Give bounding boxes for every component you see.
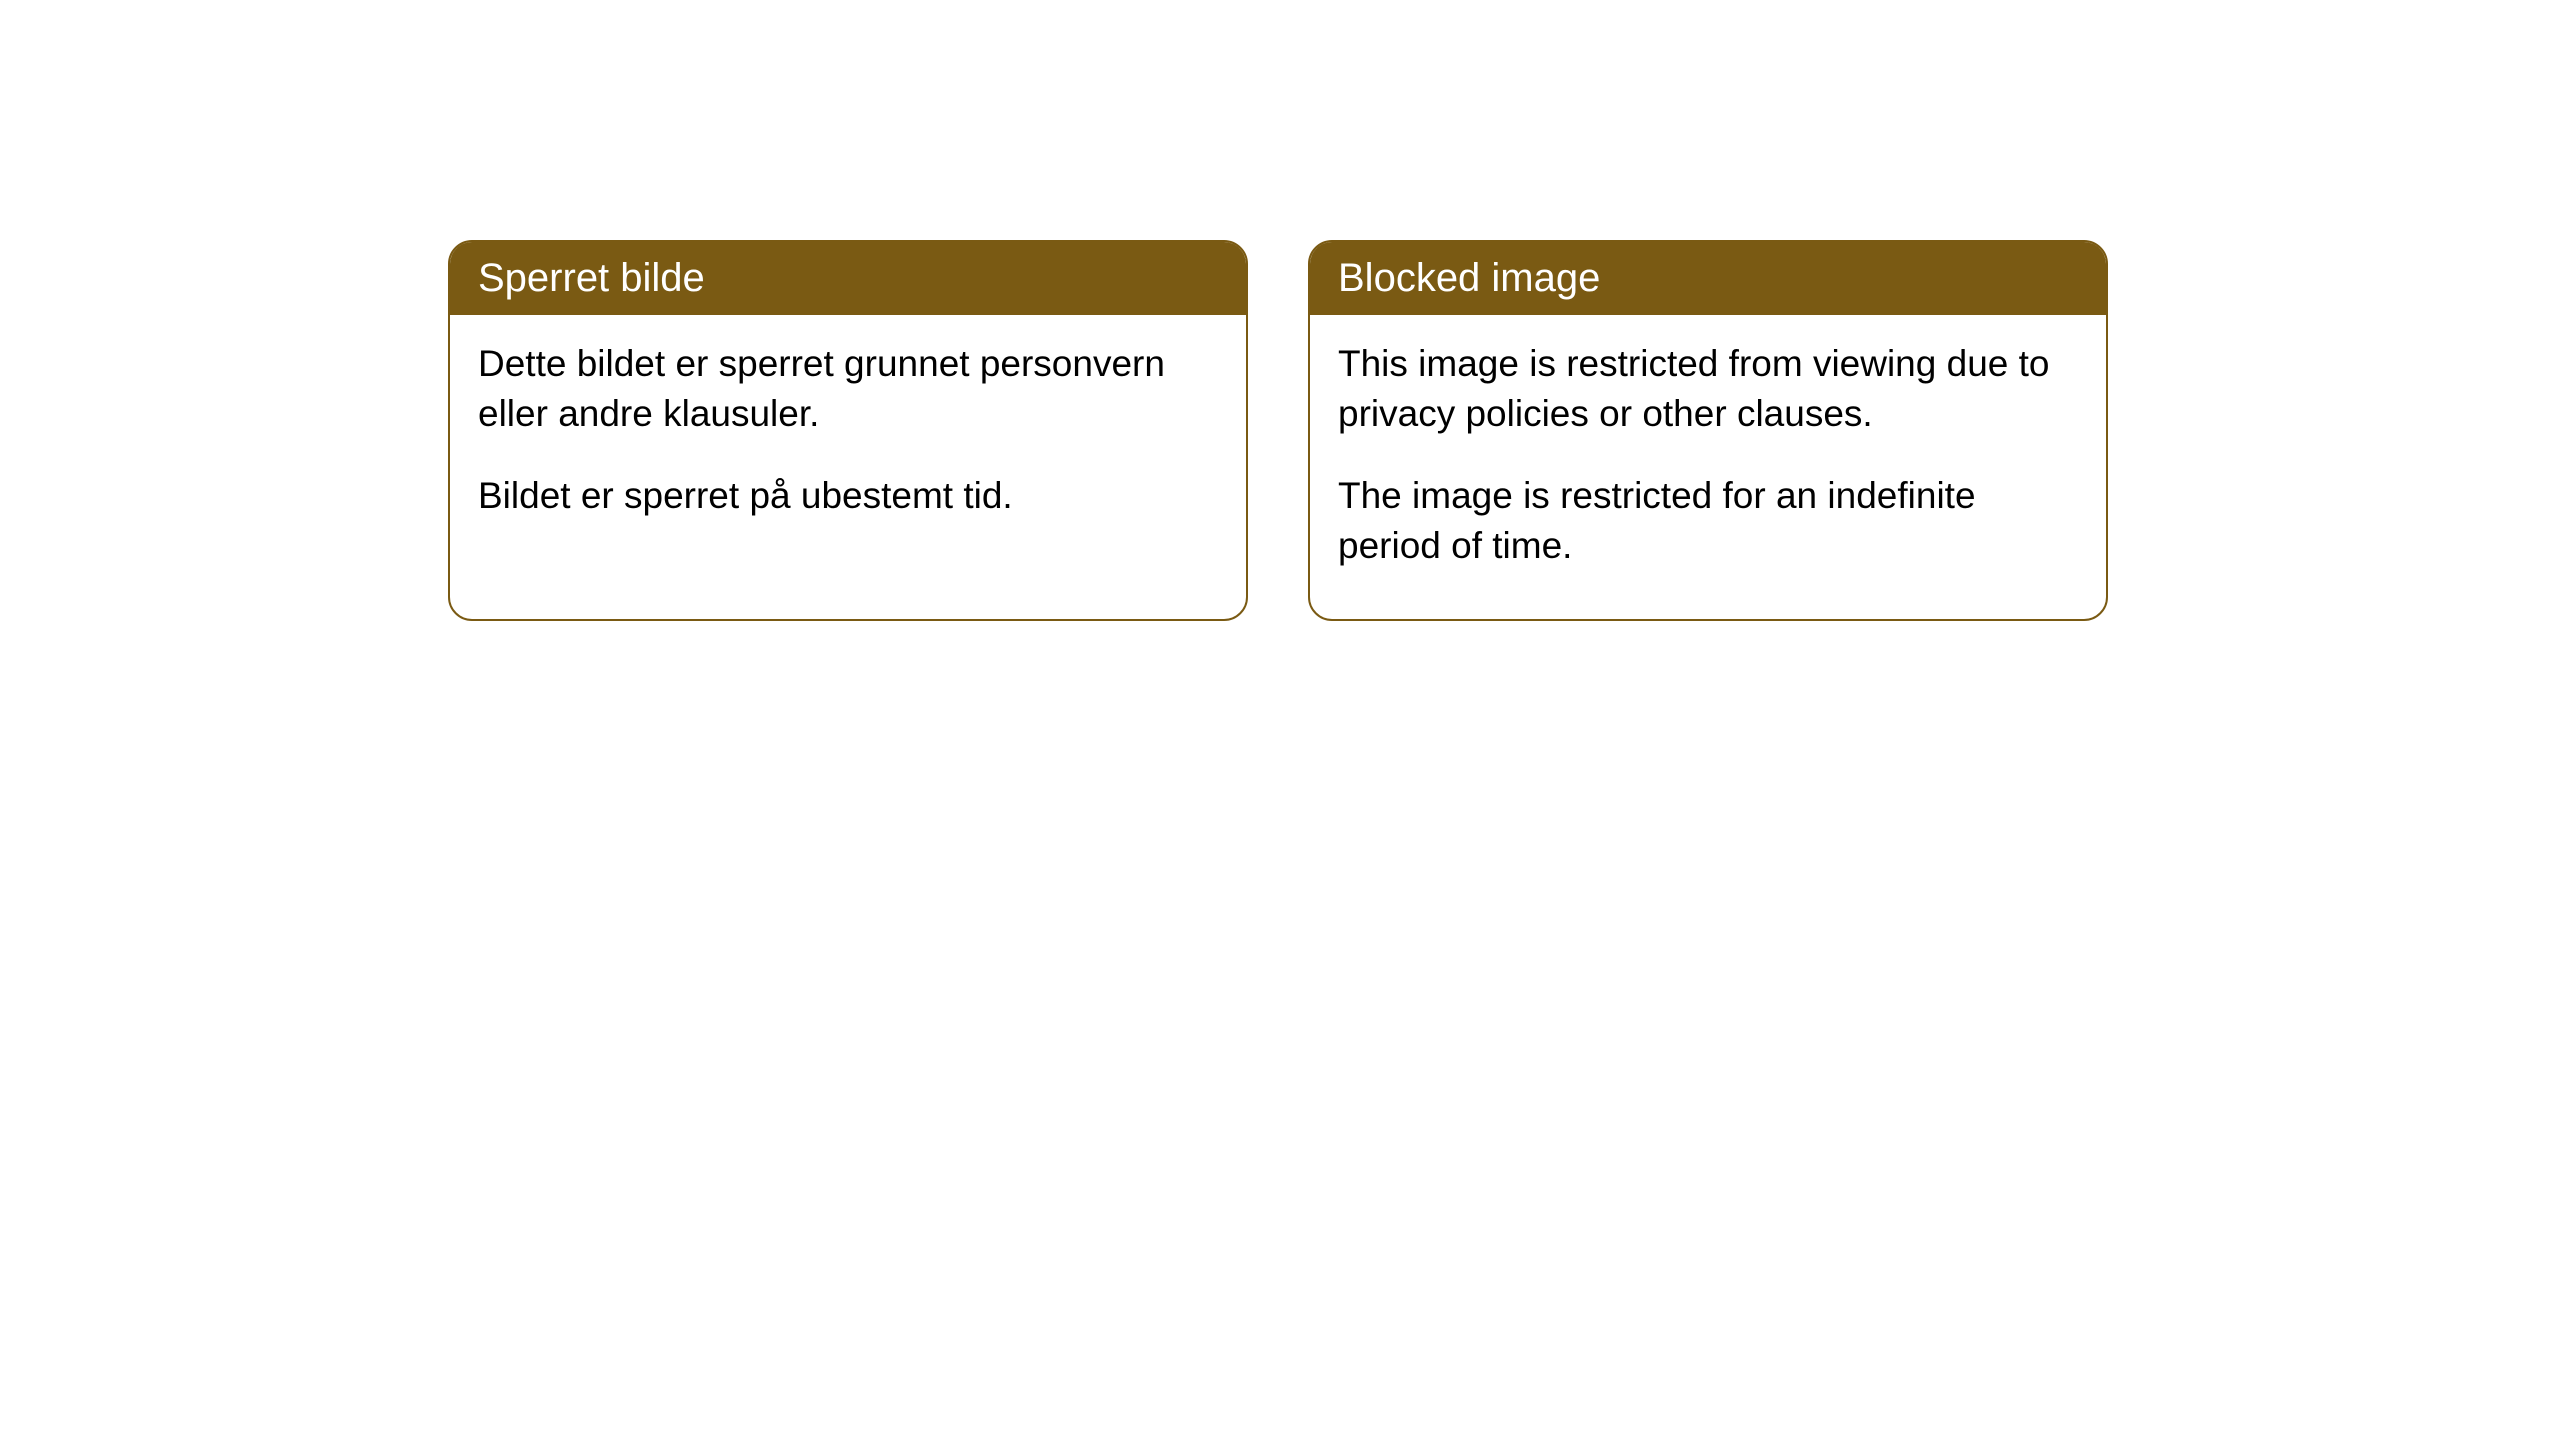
card-paragraph: The image is restricted for an indefinit… bbox=[1338, 471, 2078, 571]
blocked-image-card-english: Blocked image This image is restricted f… bbox=[1308, 240, 2108, 621]
card-header: Sperret bilde bbox=[450, 242, 1246, 315]
card-paragraph: This image is restricted from viewing du… bbox=[1338, 339, 2078, 439]
card-title: Sperret bilde bbox=[478, 256, 705, 300]
card-paragraph: Bildet er sperret på ubestemt tid. bbox=[478, 471, 1218, 521]
card-body: Dette bildet er sperret grunnet personve… bbox=[450, 315, 1246, 569]
card-title: Blocked image bbox=[1338, 256, 1600, 300]
blocked-image-card-norwegian: Sperret bilde Dette bildet er sperret gr… bbox=[448, 240, 1248, 621]
notice-cards-container: Sperret bilde Dette bildet er sperret gr… bbox=[448, 240, 2108, 621]
card-paragraph: Dette bildet er sperret grunnet personve… bbox=[478, 339, 1218, 439]
card-body: This image is restricted from viewing du… bbox=[1310, 315, 2106, 619]
card-header: Blocked image bbox=[1310, 242, 2106, 315]
